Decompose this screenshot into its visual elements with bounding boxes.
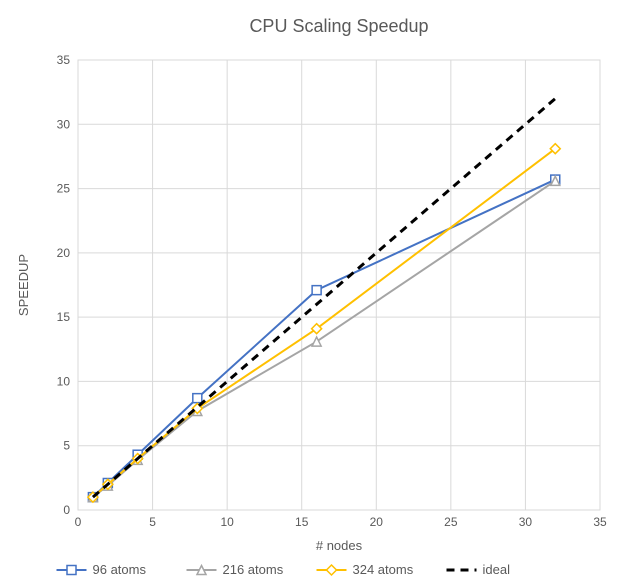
series-324-atoms	[88, 144, 560, 502]
legend-label: ideal	[483, 562, 511, 577]
legend-label: 216 atoms	[223, 562, 284, 577]
x-tick-label: 0	[75, 515, 82, 529]
legend-item: 324 atoms	[317, 562, 414, 577]
y-tick-label: 30	[57, 117, 71, 131]
x-tick-label: 35	[593, 515, 607, 529]
y-tick-label: 20	[57, 246, 71, 260]
x-tick-label: 5	[149, 515, 156, 529]
series-group	[88, 99, 560, 503]
legend-label: 324 atoms	[353, 562, 414, 577]
x-tick-label: 10	[220, 515, 234, 529]
y-ticks: 0 5 10 15 20 25 30 35	[57, 53, 71, 517]
y-tick-label: 25	[57, 182, 71, 196]
legend-item: 96 atoms	[57, 562, 147, 577]
legend-item: ideal	[447, 562, 511, 577]
y-axis-label: SPEEDUP	[16, 254, 31, 316]
chart-title: CPU Scaling Speedup	[249, 16, 428, 36]
x-tick-label: 15	[295, 515, 309, 529]
x-ticks: 0 5 10 15 20 25 30 35	[75, 515, 607, 529]
chart-container: CPU Scaling Speedup # nodes SPEEDUP 0 5 10…	[0, 0, 625, 580]
x-tick-label: 25	[444, 515, 458, 529]
series-ideal	[93, 99, 555, 498]
y-tick-label: 5	[63, 439, 70, 453]
legend: 96 atoms 216 atoms 324 atoms ideal	[57, 562, 511, 577]
legend-label: 96 atoms	[93, 562, 147, 577]
series-216-atoms	[88, 176, 559, 501]
x-tick-label: 20	[370, 515, 384, 529]
y-tick-label: 10	[57, 374, 71, 388]
series-96-atoms	[88, 175, 559, 502]
x-tick-label: 30	[519, 515, 533, 529]
chart-svg: CPU Scaling Speedup # nodes SPEEDUP 0 5 10…	[0, 0, 625, 580]
y-tick-label: 15	[57, 310, 71, 324]
legend-item: 216 atoms	[187, 562, 284, 577]
y-tick-label: 0	[63, 503, 70, 517]
y-tick-label: 35	[57, 53, 71, 67]
x-axis-label: # nodes	[316, 538, 363, 553]
